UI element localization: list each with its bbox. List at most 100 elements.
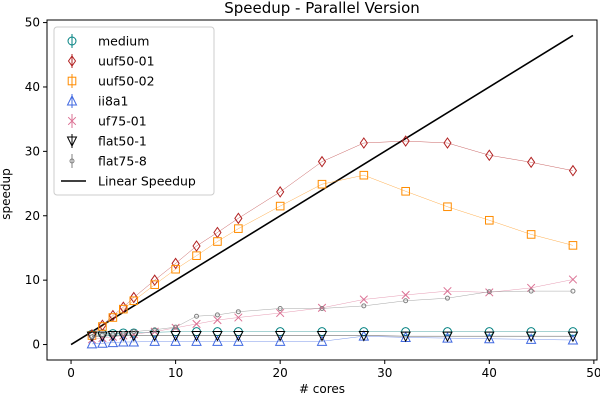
chart-title: Speedup - Parallel Version <box>224 0 420 17</box>
data-point-flat50-1 <box>233 331 244 342</box>
data-point-flat75-8 <box>89 334 95 340</box>
data-point-flat50-1 <box>212 331 223 342</box>
x-tick-label: 20 <box>273 366 288 380</box>
data-point-uuf50-01 <box>568 164 578 177</box>
data-point-flat50-1 <box>191 331 202 342</box>
data-point-medium <box>401 327 411 337</box>
series-line-flat50-1 <box>91 335 573 337</box>
data-point-uuf50-02 <box>98 322 107 331</box>
data-point-medium <box>484 327 494 337</box>
data-point-uf75-01 <box>359 295 368 304</box>
legend-item-uf75-01: uf75-01 <box>67 114 147 129</box>
data-point-uf75-01 <box>443 286 452 296</box>
data-point-flat75-8 <box>361 303 367 309</box>
data-point-ii8a1 <box>233 335 244 346</box>
data-point-ii8a1 <box>107 336 119 348</box>
data-point-flat50-1 <box>97 331 108 343</box>
data-point-flat75-8 <box>152 327 158 333</box>
data-point-ii8a1 <box>525 333 537 344</box>
data-point-uuf50-02 <box>485 215 494 225</box>
data-point-uuf50-01 <box>527 156 536 169</box>
legend: medium uuf50-01 uuf50-02 ii8a1 uf75-01 flat50… <box>53 26 215 196</box>
data-point-flat50-1 <box>483 331 495 343</box>
y-tick-label: 0 <box>32 338 40 352</box>
data-point-flat50-1 <box>525 331 537 343</box>
x-axis-label: # cores <box>299 382 345 396</box>
data-point-flat75-8 <box>444 295 450 301</box>
series-uuf50-01 <box>87 135 578 341</box>
data-point-flat75-8 <box>173 324 179 330</box>
data-point-flat50-1 <box>567 331 579 343</box>
legend-label: medium <box>98 34 149 49</box>
data-point-ii8a1 <box>86 337 98 349</box>
data-point-uf75-01 <box>213 315 222 325</box>
data-point-ii8a1 <box>170 335 181 346</box>
y-tick-label: 40 <box>25 80 40 94</box>
legend-item-Linear Speedup: Linear Speedup <box>61 174 196 189</box>
series-line-uuf50-02 <box>91 174 574 336</box>
data-point-uuf50-01 <box>485 149 494 162</box>
data-point-uf75-01 <box>276 308 285 318</box>
data-point-ii8a1 <box>191 335 202 346</box>
y-tick-label: 50 <box>25 16 40 30</box>
y-tick-label: 20 <box>25 209 40 223</box>
data-point-medium <box>442 327 452 337</box>
data-point-uuf50-01 <box>171 257 180 270</box>
series-flat50-1 <box>86 331 579 343</box>
series-line-uf75-01 <box>91 279 573 340</box>
legend-label: Linear Speedup <box>98 174 196 189</box>
data-point-uf75-01 <box>485 288 494 297</box>
x-tick-label: 10 <box>168 366 183 380</box>
data-point-ii8a1 <box>483 332 495 344</box>
data-point-uuf50-02 <box>108 313 118 322</box>
legend-label: uf75-01 <box>98 114 147 129</box>
data-point-uuf50-02 <box>192 251 201 260</box>
data-point-medium <box>526 327 536 337</box>
data-point-flat50-1 <box>274 331 286 342</box>
data-point-flat75-8 <box>99 332 105 338</box>
legend-item-uuf50-02: uuf50-02 <box>67 74 155 89</box>
legend-marker <box>67 116 77 126</box>
data-point-flat50-1 <box>316 331 328 342</box>
data-point-flat75-8 <box>120 331 126 337</box>
data-point-ii8a1 <box>128 335 140 347</box>
data-point-flat50-1 <box>442 331 453 343</box>
x-tick-label: 40 <box>482 366 497 380</box>
data-point-ii8a1 <box>567 333 579 345</box>
data-point-uuf50-02 <box>171 264 180 274</box>
data-point-ii8a1 <box>274 335 286 346</box>
data-point-uuf50-02 <box>213 237 222 246</box>
legend-marker <box>67 55 77 67</box>
data-point-uuf50-01 <box>150 274 159 287</box>
series-ii8a1 <box>86 330 579 349</box>
data-point-uuf50-02 <box>317 179 327 189</box>
data-point-flat50-1 <box>358 331 370 342</box>
data-point-flat75-8 <box>570 288 576 294</box>
data-point-uuf50-02 <box>150 280 159 289</box>
data-point-flat75-8 <box>528 288 534 294</box>
legend-item-flat75-8: flat75-8 <box>69 154 147 169</box>
axes: 0 10 20 30 40 50 0 10 20 30 40 50 <box>25 16 600 380</box>
series-line-uuf50-01 <box>91 140 573 336</box>
data-point-flat75-8 <box>319 305 325 311</box>
data-point-uuf50-02 <box>129 296 139 306</box>
data-point-uuf50-01 <box>276 186 285 198</box>
x-tick-label: 0 <box>67 366 75 380</box>
plot-frame <box>46 19 598 361</box>
data-point-uuf50-02 <box>234 224 243 233</box>
data-point-ii8a1 <box>316 335 328 346</box>
legend-marker <box>67 76 77 86</box>
y-tick-label: 10 <box>25 273 40 287</box>
data-point-uuf50-01 <box>359 137 368 149</box>
data-point-uf75-01 <box>234 313 243 322</box>
data-point-flat75-8 <box>194 313 200 319</box>
data-point-uuf50-02 <box>359 170 369 180</box>
y-axis-label: speedup <box>0 168 13 219</box>
series-line-ii8a1 <box>91 335 573 345</box>
legend-marker <box>66 94 78 106</box>
data-point-flat75-8 <box>131 329 137 335</box>
data-point-uuf50-02 <box>526 230 536 239</box>
data-point-ii8a1 <box>97 337 108 348</box>
data-point-uuf50-02 <box>119 304 128 314</box>
data-point-flat75-8 <box>235 309 241 315</box>
